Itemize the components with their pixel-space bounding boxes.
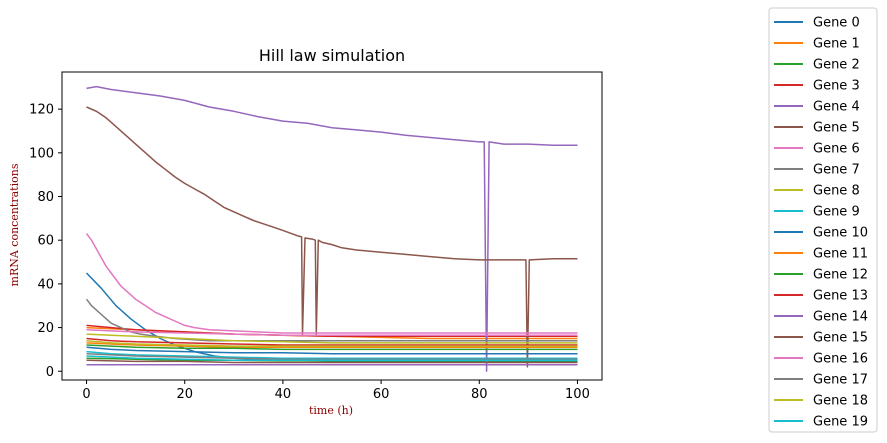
legend-label-gene-17: Gene 17 — [813, 373, 868, 388]
legend-label-gene-3: Gene 3 — [813, 79, 860, 94]
series-line-gene-8 — [86, 333, 578, 344]
series-line-gene-5 — [86, 106, 578, 368]
x-tick-label: 80 — [471, 387, 488, 402]
legend-label-gene-9: Gene 9 — [813, 205, 860, 220]
legend-label-gene-10: Gene 10 — [813, 226, 868, 241]
y-tick-label: 40 — [37, 277, 54, 292]
legend-label-gene-12: Gene 12 — [813, 268, 868, 283]
axis-ticks: 0 20 40 60 80 100 0 20 40 60 80 100 120 — [29, 103, 590, 402]
series-line-gene-9 — [86, 350, 578, 359]
x-tick-label: 20 — [176, 387, 193, 402]
legend: Gene 0 Gene 1 Gene 2 Gene 3 Gene 4 Gene 5 Gene… — [768, 7, 878, 433]
series-layer — [85, 85, 578, 373]
legend-label-gene-6: Gene 6 — [813, 142, 860, 157]
legend-label-gene-14: Gene 14 — [813, 310, 868, 325]
legend-label-gene-1: Gene 1 — [813, 37, 860, 52]
x-tick-label: 60 — [373, 387, 390, 402]
x-axis-label: time (h) — [309, 404, 353, 417]
legend-label-gene-4: Gene 4 — [813, 100, 860, 115]
series-line-gene-16 — [86, 329, 578, 336]
series-line-gene-4 — [86, 85, 578, 373]
legend-label-gene-11: Gene 11 — [813, 247, 868, 262]
series-line-gene-17 — [86, 353, 578, 360]
chart-title: Hill law simulation — [259, 46, 405, 65]
series-line-gene-13 — [86, 337, 578, 346]
series-line-gene-11 — [86, 342, 578, 348]
legend-label-gene-16: Gene 16 — [813, 352, 868, 367]
legend-label-gene-2: Gene 2 — [813, 58, 860, 73]
y-tick-label: 80 — [37, 190, 54, 205]
legend-frame — [768, 7, 878, 433]
y-tick-label: 100 — [29, 146, 54, 161]
y-tick-label: 0 — [46, 365, 54, 380]
y-axis-label: mRNA concentrations — [8, 163, 21, 286]
series-line-gene-19 — [86, 355, 578, 362]
legend-label-gene-5: Gene 5 — [813, 121, 860, 136]
y-tick-label: 60 — [37, 234, 54, 249]
series-line-gene-18 — [86, 339, 578, 347]
legend-label-gene-7: Gene 7 — [813, 163, 860, 178]
x-tick-label: 100 — [565, 387, 590, 402]
series-line-gene-12 — [86, 344, 578, 351]
y-tick-label: 20 — [37, 321, 54, 336]
series-line-gene-15 — [86, 359, 578, 364]
legend-label-gene-8: Gene 8 — [813, 184, 860, 199]
legend-label-gene-18: Gene 18 — [813, 394, 868, 409]
series-line-gene-10 — [86, 346, 578, 355]
plot-area — [61, 71, 603, 381]
y-tick-label: 120 — [29, 103, 54, 118]
x-tick-label: 0 — [82, 387, 90, 402]
legend-label-gene-19: Gene 19 — [813, 415, 868, 430]
x-tick-label: 40 — [275, 387, 292, 402]
legend-label-gene-15: Gene 15 — [813, 331, 868, 346]
legend-label-gene-0: Gene 0 — [813, 16, 860, 31]
series-line-gene-6 — [85, 233, 578, 334]
legend-label-gene-13: Gene 13 — [813, 289, 868, 304]
